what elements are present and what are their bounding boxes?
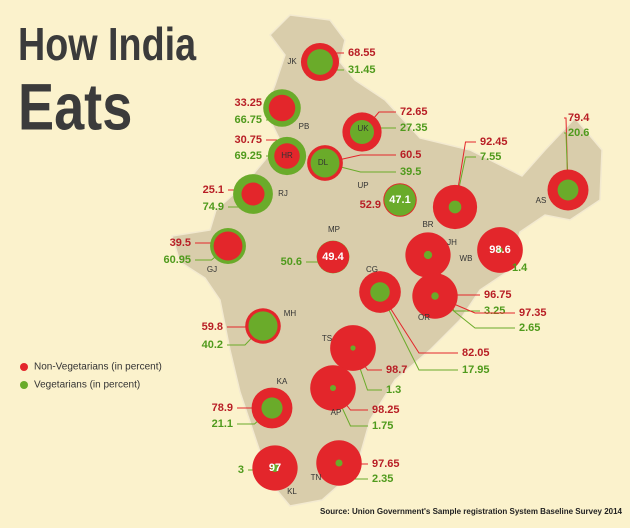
legend-swatch xyxy=(20,381,28,389)
value-label: 82.05 xyxy=(462,347,490,359)
state-code: OR xyxy=(418,313,430,322)
value-label: 69.25 xyxy=(234,150,262,162)
inner-circle xyxy=(248,311,278,341)
value-label: 60.5 xyxy=(400,149,421,161)
inner-circle xyxy=(349,119,375,145)
inner-circle xyxy=(316,240,350,274)
value-label: 40.2 xyxy=(202,339,223,351)
state-code: MP xyxy=(328,225,340,234)
value-label: 98.25 xyxy=(372,404,400,416)
inner-circle xyxy=(384,184,416,216)
value-label: 21.1 xyxy=(212,418,233,430)
inner-circle xyxy=(268,94,296,122)
value-label: 97.65 xyxy=(372,458,400,470)
state-code: MH xyxy=(284,309,297,318)
legend-label: Vegetarians (in percent) xyxy=(34,380,140,391)
state-code: KA xyxy=(277,377,288,386)
value-label: 72.65 xyxy=(400,106,428,118)
value-label: 31.45 xyxy=(348,64,376,76)
legend-swatch xyxy=(20,363,28,371)
source: Source: Union Government's Sample regist… xyxy=(320,507,623,516)
state-code: TN xyxy=(311,473,322,482)
value-label: 68.55 xyxy=(348,47,376,59)
inner-circle xyxy=(274,143,300,169)
state-code: WB xyxy=(460,254,473,263)
inner-circle xyxy=(310,148,340,178)
value-label: 92.45 xyxy=(480,136,508,148)
state-code: GJ xyxy=(207,265,217,274)
state-code: TS xyxy=(322,334,332,343)
value-label: 97 xyxy=(269,462,281,474)
value-label: 50.6 xyxy=(281,256,302,268)
inner-circle xyxy=(370,282,390,302)
title-line-1: How India xyxy=(18,19,197,70)
value-label: 25.1 xyxy=(203,184,224,196)
value-label: 98.6 xyxy=(489,244,510,256)
leader-line xyxy=(379,291,458,371)
value-label: 52.9 xyxy=(360,199,381,211)
state-code: HR xyxy=(281,151,293,160)
state-code: BR xyxy=(422,220,433,229)
inner-circle xyxy=(261,397,283,419)
inner-circle xyxy=(557,179,579,201)
inner-circle xyxy=(307,49,333,75)
state-code: AS xyxy=(536,196,547,205)
value-label: 1.4 xyxy=(512,262,528,274)
state-code: JH xyxy=(447,238,457,247)
value-label: 39.5 xyxy=(170,237,191,249)
value-label: 2.65 xyxy=(519,322,540,334)
state-code: UP xyxy=(357,181,368,190)
state-code: DL xyxy=(318,158,329,167)
value-label: 30.75 xyxy=(234,134,262,146)
state-code: UK xyxy=(357,124,369,133)
value-label: 33.25 xyxy=(234,97,262,109)
inner-circle xyxy=(329,384,337,392)
state-code: PB xyxy=(299,122,310,131)
inner-circle xyxy=(271,464,279,472)
value-label: 74.9 xyxy=(203,201,224,213)
value-label: 3 xyxy=(238,464,244,476)
inner-circle xyxy=(448,200,462,214)
title-line-2: Eats xyxy=(18,69,132,143)
value-label: 39.5 xyxy=(400,166,421,178)
value-label: 97.35 xyxy=(519,307,547,319)
inner-circle xyxy=(241,182,265,206)
value-label: 96.75 xyxy=(484,289,512,301)
value-label: 60.95 xyxy=(163,254,191,266)
inner-circle xyxy=(213,231,243,261)
inner-circle xyxy=(423,250,433,260)
value-label: 79.4 xyxy=(568,112,590,124)
legend-label: Non-Vegetarians (in percent) xyxy=(34,362,162,373)
value-label: 49.4 xyxy=(322,251,344,263)
state-code: CG xyxy=(366,265,378,274)
state-code: JK xyxy=(287,57,297,66)
value-label: 20.6 xyxy=(568,127,589,139)
inner-circle xyxy=(335,459,343,467)
inner-circle xyxy=(497,247,503,253)
state-code: AP xyxy=(331,408,342,417)
value-label: 78.9 xyxy=(212,402,233,414)
value-label: 27.35 xyxy=(400,122,428,134)
inner-circle xyxy=(350,345,356,351)
value-label: 1.3 xyxy=(386,384,401,396)
value-label: 1.75 xyxy=(372,420,393,432)
value-label: 66.75 xyxy=(234,114,262,126)
state-code: KL xyxy=(287,487,297,496)
value-label: 47.1 xyxy=(389,194,410,206)
state-code: RJ xyxy=(278,189,288,198)
value-label: 3.25 xyxy=(484,305,505,317)
inner-circle xyxy=(431,292,439,300)
value-label: 7.55 xyxy=(480,151,501,163)
value-label: 59.8 xyxy=(202,321,223,333)
value-label: 17.95 xyxy=(462,364,490,376)
value-label: 2.35 xyxy=(372,473,393,485)
leader-line xyxy=(379,291,458,354)
value-label: 98.7 xyxy=(386,364,407,376)
